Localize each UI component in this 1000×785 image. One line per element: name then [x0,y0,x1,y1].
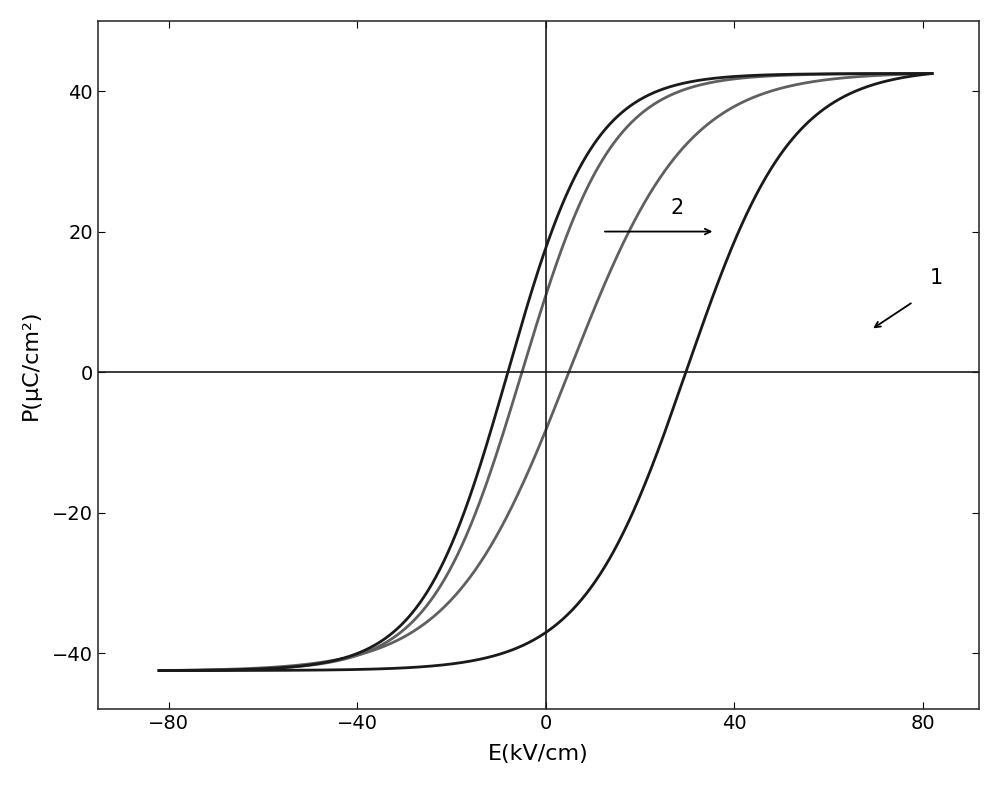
Y-axis label: P(μC/cm²): P(μC/cm²) [21,310,41,420]
Text: 2: 2 [671,198,684,217]
Text: 1: 1 [930,268,943,288]
X-axis label: E(kV/cm): E(kV/cm) [488,744,589,764]
